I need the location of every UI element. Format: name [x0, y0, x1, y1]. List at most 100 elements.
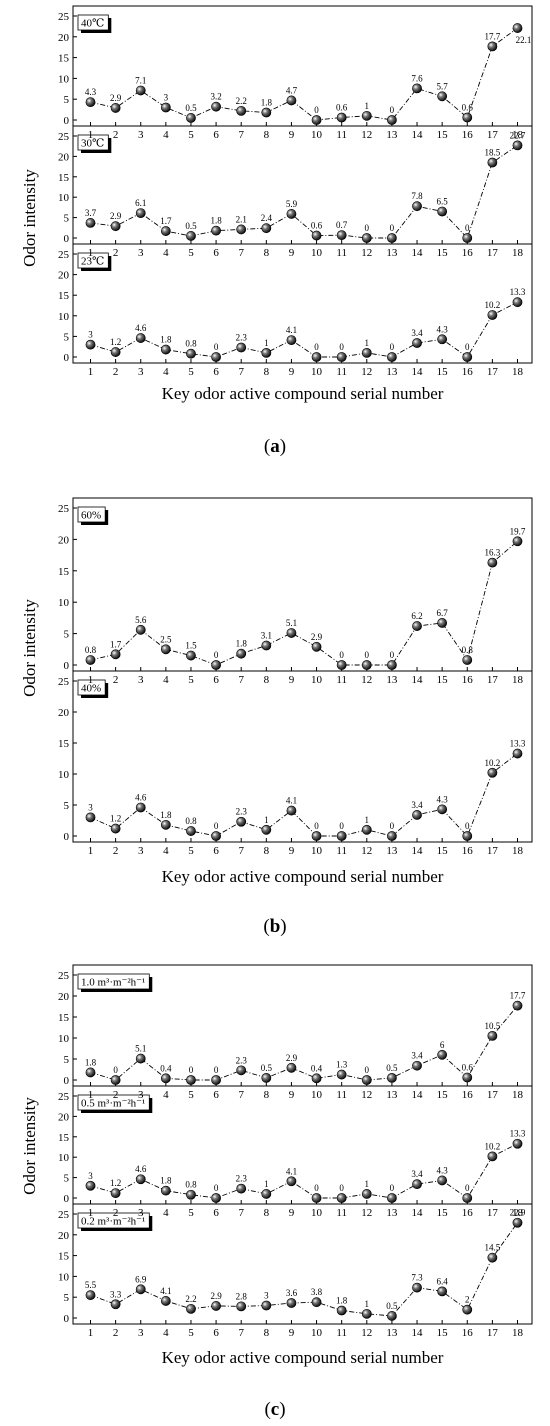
data-point: [236, 105, 247, 116]
data-point: [85, 97, 96, 108]
y-tick-label: 10: [58, 192, 70, 204]
data-point: [336, 1193, 347, 1203]
data-point: [437, 618, 448, 628]
x-tick-label: 16: [462, 674, 474, 686]
data-label: 4.6: [135, 323, 147, 333]
x-tick-label: 4: [163, 1089, 169, 1101]
data-label: 5.6: [135, 615, 147, 625]
data-point: [261, 1073, 272, 1083]
data-point: [311, 115, 322, 125]
data-label: 4.3: [437, 1165, 449, 1175]
condition-box: [77, 1212, 150, 1229]
x-tick-label: 2: [113, 674, 119, 686]
data-label: 0: [390, 1183, 395, 1193]
x-tick-label: 14: [412, 129, 424, 141]
data-point: [361, 1075, 372, 1085]
data-label: 0: [390, 342, 395, 352]
x-tick-label: 16: [462, 845, 474, 857]
x-tick-label: 6: [213, 1327, 219, 1339]
data-point: [361, 660, 372, 670]
data-label: 3: [88, 1171, 93, 1181]
x-tick-label: 11: [336, 247, 347, 259]
data-label: 0.8: [85, 645, 97, 655]
data-label: 3.1: [261, 631, 272, 641]
chart-a: 40℃ 30℃ 23℃: [72, 5, 533, 364]
data-point: [286, 805, 297, 816]
data-point: [462, 655, 473, 665]
x-tick-label: 8: [264, 366, 270, 378]
x-tick-label: 7: [238, 1207, 244, 1219]
condition-label: 1.0 m³·m⁻²h⁻¹: [81, 977, 145, 989]
x-tick-label: 17: [487, 1327, 499, 1339]
condition-label: 40%: [81, 683, 101, 695]
data-label: 17.7: [510, 991, 526, 1001]
data-label: 2.3: [236, 1174, 248, 1184]
data-point: [311, 831, 322, 841]
data-label: 18.5: [485, 148, 501, 158]
x-tick-label: 14: [412, 674, 424, 686]
data-point: [487, 41, 498, 52]
x-tick-label: 7: [238, 1089, 244, 1101]
data-label: 1: [365, 338, 370, 348]
y-tick-label: 25: [58, 970, 70, 982]
data-point: [311, 352, 322, 362]
data-label: 0: [365, 1065, 370, 1075]
data-label: 1.7: [110, 639, 122, 649]
data-point: [361, 824, 372, 835]
data-label: 2.1: [236, 214, 247, 224]
y-tick-label: 5: [64, 800, 70, 812]
data-label: 6.1: [135, 198, 146, 208]
data-point: [211, 352, 221, 362]
x-tick-label: 16: [462, 1089, 474, 1101]
data-label: 1.3: [336, 1060, 348, 1070]
y-tick-label: 0: [64, 1075, 70, 1087]
data-label: 1.8: [160, 335, 172, 345]
data-point: [437, 334, 448, 345]
data-label: 1: [264, 815, 269, 825]
data-label: 4.3: [437, 794, 449, 804]
data-label: 0: [365, 650, 370, 660]
y-tick-label: 25: [58, 503, 70, 515]
x-tick-label: 4: [163, 366, 169, 378]
series-line: [90, 753, 518, 837]
data-point: [412, 201, 422, 212]
y-tick-label: 20: [58, 534, 70, 546]
data-label: 2.4: [261, 213, 273, 223]
data-label: 1.8: [336, 1296, 348, 1306]
data-point: [462, 1304, 473, 1315]
x-tick-label: 14: [412, 1089, 424, 1101]
x-tick-label: 3: [138, 366, 144, 378]
data-label: 4.6: [135, 792, 147, 802]
x-tick-label: 3: [138, 1089, 144, 1101]
y-tick-label: 0: [64, 831, 70, 843]
data-point: [85, 1290, 96, 1301]
data-point: [236, 224, 247, 235]
x-tick-label: 10: [311, 1207, 323, 1219]
y-tick-label: 10: [58, 769, 70, 781]
data-point: [110, 823, 121, 834]
x-tick-label: 1: [88, 1207, 94, 1219]
x-tick-label: 6: [213, 674, 219, 686]
data-label: 0.8: [185, 339, 197, 349]
data-label: 0: [390, 650, 395, 660]
x-tick-label: 8: [264, 1089, 270, 1101]
data-label: 13.3: [510, 287, 526, 297]
data-point: [336, 352, 347, 362]
data-point: [512, 23, 523, 33]
data-label: 0: [214, 650, 219, 660]
data-point: [412, 338, 422, 348]
data-label: 7.3: [411, 1273, 423, 1283]
data-point: [412, 1179, 422, 1190]
data-point: [311, 1297, 322, 1308]
data-label: 0: [339, 821, 344, 831]
data-point: [336, 831, 347, 841]
panel-letter: (a): [264, 436, 286, 457]
panel-letter-value: b: [270, 916, 281, 937]
x-tick-label: 4: [163, 129, 169, 141]
x-tick-label: 14: [412, 1327, 424, 1339]
data-point: [211, 225, 221, 236]
data-point: [135, 802, 146, 813]
data-point: [236, 342, 247, 353]
x-tick-label: 2: [113, 845, 119, 857]
data-point: [487, 157, 498, 168]
